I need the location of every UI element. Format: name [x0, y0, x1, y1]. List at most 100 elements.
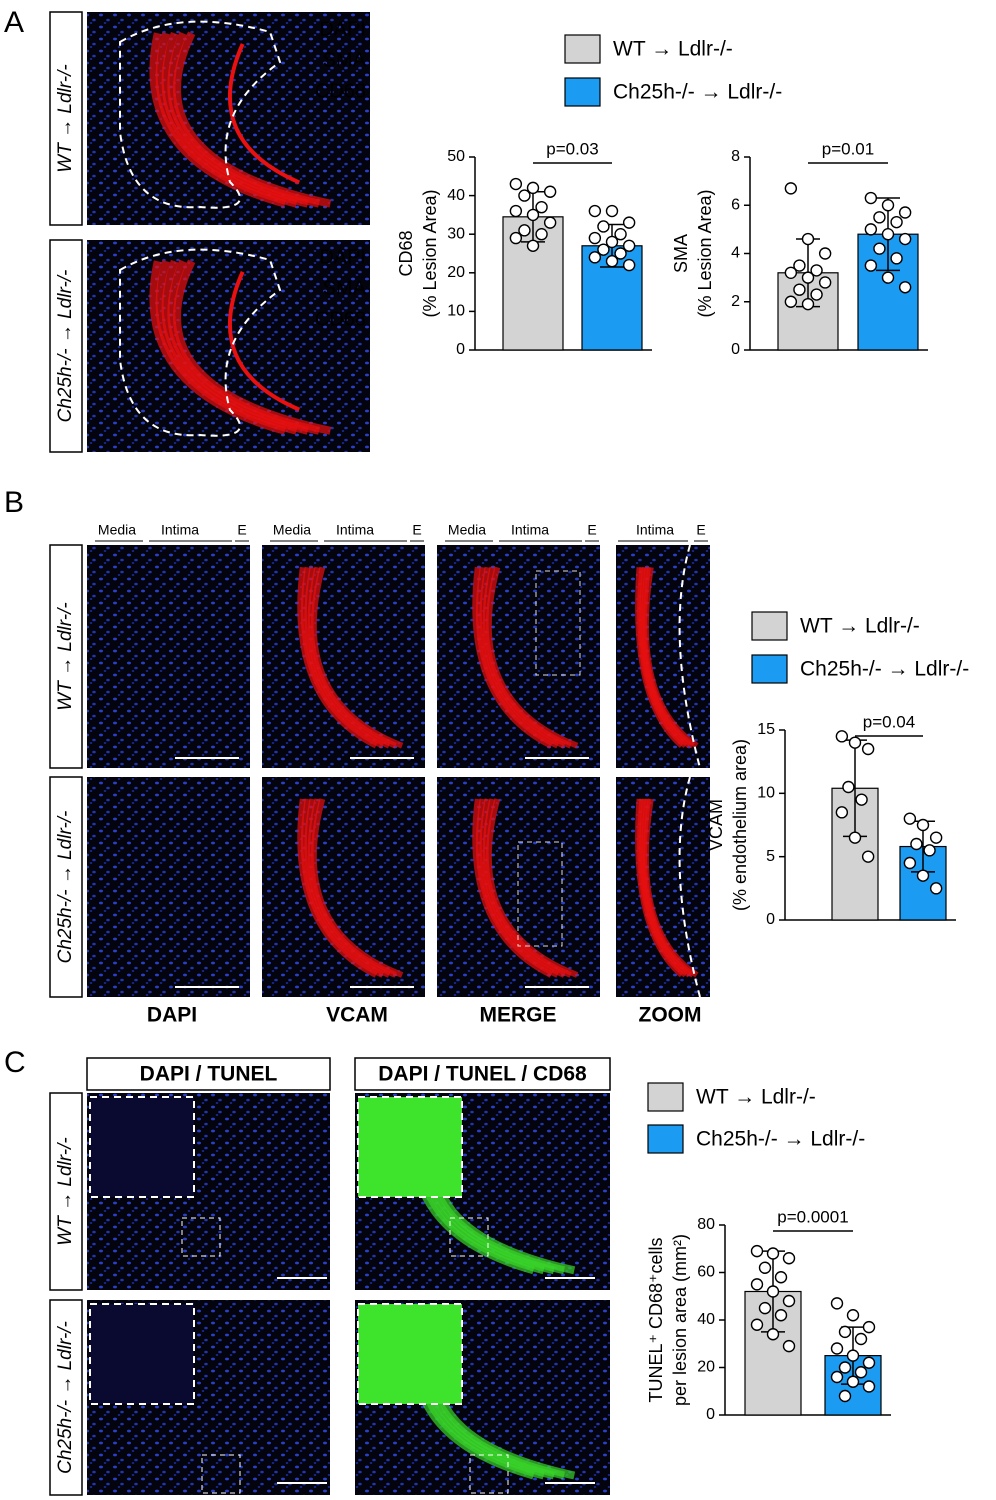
- data-point: [543, 185, 557, 198]
- stain: [227, 43, 301, 185]
- data-point: [903, 856, 917, 870]
- region-label: Intima: [336, 522, 374, 538]
- row-label-box: [49, 1299, 83, 1496]
- data-point: [750, 1278, 764, 1291]
- row-label: Ch25h-/- → Ldlr-/-: [55, 1321, 76, 1474]
- p-value: p=0.03: [546, 139, 598, 158]
- data-point: [758, 1261, 772, 1274]
- data-point: [509, 204, 523, 218]
- region-label: Intima: [511, 522, 549, 538]
- stain: [310, 566, 404, 749]
- data-point: [597, 220, 610, 233]
- legend-swatch: [647, 1082, 684, 1112]
- legend-swatch: [751, 611, 788, 641]
- legend-swatch: [564, 34, 601, 64]
- data-point: [509, 177, 523, 191]
- region-label: Media: [98, 522, 136, 538]
- row-label-box: [49, 776, 83, 998]
- data-point: [774, 1271, 788, 1284]
- data-point: [801, 232, 815, 246]
- panel-letter: C: [4, 1046, 26, 1079]
- legend-label: WT → Ldlr-/-: [696, 1086, 816, 1109]
- column-header: DAPI / TUNEL / CD68: [378, 1063, 587, 1086]
- micrograph: [616, 777, 710, 997]
- y-tick-label: 30: [447, 225, 465, 242]
- column-label: MERGE: [479, 1004, 556, 1027]
- zoom-box: [535, 570, 581, 676]
- panel-letter: B: [4, 486, 24, 519]
- y-tick-label: 0: [456, 341, 465, 358]
- inset: [357, 1303, 463, 1405]
- data-point: [597, 243, 610, 256]
- region-label: E: [237, 522, 246, 538]
- micrograph: [262, 545, 425, 768]
- row-label: Ch25h-/- → Ldlr-/-: [55, 270, 76, 423]
- row-label-box: [49, 1092, 83, 1291]
- roi: [469, 1454, 509, 1494]
- data-point: [535, 200, 548, 214]
- outline: [678, 544, 701, 769]
- y-axis-label: per lesion area (mm²): [670, 1234, 690, 1406]
- data-point: [862, 1380, 876, 1393]
- roi: [201, 1454, 241, 1494]
- data-point: [622, 258, 636, 272]
- data-point: [864, 223, 878, 236]
- y-tick-label: 60: [697, 1264, 715, 1281]
- data-point: [818, 276, 832, 289]
- p-value: p=0.01: [822, 139, 874, 158]
- outline: [119, 20, 282, 209]
- y-axis-label: SMA: [671, 234, 691, 273]
- row-label: WT → Ldlr-/-: [55, 64, 76, 172]
- micrograph: [87, 240, 370, 452]
- row-label: Ch25h-/- → Ldlr-/-: [55, 811, 76, 964]
- row-label-box: [49, 239, 83, 453]
- y-tick-label: 50: [447, 148, 465, 165]
- data-point: [881, 227, 895, 241]
- stain: [642, 798, 699, 978]
- data-point: [846, 1349, 860, 1362]
- data-point: [846, 1309, 860, 1322]
- data-point: [526, 181, 540, 195]
- data-point: [509, 231, 523, 245]
- y-axis-label: CD68: [396, 230, 416, 276]
- data-point: [526, 239, 540, 252]
- stain: [642, 566, 699, 749]
- data-point: [854, 1332, 868, 1346]
- data-point: [916, 869, 930, 882]
- data-point: [916, 818, 930, 832]
- y-tick-label: 6: [731, 196, 740, 213]
- data-point: [890, 252, 903, 265]
- y-tick-label: 10: [447, 303, 465, 320]
- data-point: [518, 189, 531, 202]
- micrograph: [437, 777, 600, 997]
- data-point: [784, 182, 798, 195]
- data-point: [923, 844, 936, 857]
- data-point: [614, 227, 627, 241]
- stain-label: CD68: [315, 80, 366, 102]
- outline: [119, 248, 282, 437]
- y-tick-label: 0: [766, 911, 775, 928]
- inset: [357, 1096, 463, 1198]
- data-point: [910, 837, 923, 851]
- data-point: [750, 1318, 764, 1331]
- data-point: [861, 742, 875, 756]
- header-box: [86, 1057, 331, 1091]
- data-point: [793, 259, 806, 272]
- data-point: [864, 191, 878, 205]
- row-label-box: [49, 11, 83, 226]
- micrograph: [437, 545, 600, 768]
- data-point: [862, 1356, 876, 1369]
- p-value: p=0.04: [863, 712, 915, 731]
- data-point: [898, 206, 912, 219]
- stain-label: CD68: [315, 308, 366, 330]
- data-point: [784, 295, 798, 308]
- data-point: [535, 227, 548, 241]
- data-point: [830, 1342, 844, 1355]
- stain: [173, 259, 332, 435]
- header-box: [354, 1057, 611, 1091]
- stain: [485, 798, 579, 978]
- region-label: Media: [448, 522, 486, 538]
- region-label: E: [412, 522, 421, 538]
- y-tick-label: 5: [766, 848, 775, 865]
